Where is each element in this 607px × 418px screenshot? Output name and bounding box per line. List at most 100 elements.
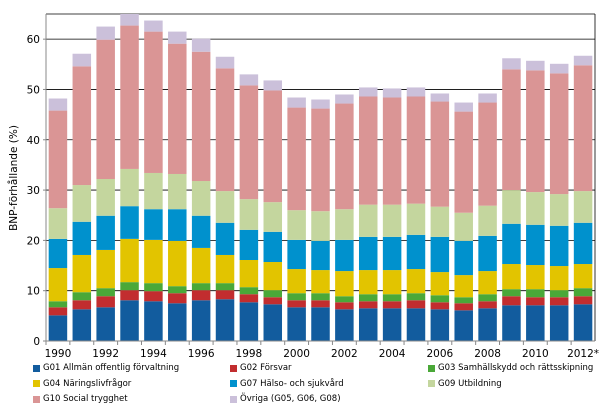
bar-segment: 2003 G04 Näringslivfrågor: 4.8 (358, 270, 378, 295)
bar-segment: 2010 G01 Allmän offentlig förvaltning: 7… (526, 305, 545, 341)
bar-segment: 2009 G02 Försvar: 1.8 (502, 296, 521, 306)
bar-segment: 2010 G10 Social trygghet: 24.2 (526, 70, 545, 193)
bar-segment: 2004 G09 Utbildning: 6.4 (382, 204, 402, 237)
bar-segment: 2011 Övriga (G05, G06, G08): 1.9 (549, 63, 569, 74)
bar-segment: 1990 Övriga (G05, G06, G08): 2.4 (48, 98, 68, 111)
bar-segment: 1995 G01 Allmän offentlig förvaltning: 7… (168, 303, 187, 341)
bar-segment: 1993 Övriga (G05, G06, G08): 2.3 (120, 14, 139, 26)
bar-segment: 2007 G07 Hälso- och sjukvård: 6.8 (454, 240, 473, 276)
legend-swatch (33, 380, 40, 387)
bar-segment: 1992 G07 Hälso- och sjukvård: 6.8 (96, 215, 115, 250)
bar-segment: 2005 G01 Allmän offentlig förvaltning: 6… (406, 308, 426, 341)
bar-segment: 2010 G09 Utbildning: 6.5 (526, 192, 545, 225)
bar-segment: 1999 G02 Försvar: 1.4 (263, 297, 283, 305)
bar-segment: 2011 G10 Social trygghet: 24 (549, 73, 569, 195)
bar-segment: 2001 Övriga (G05, G06, G08): 1.8 (311, 99, 330, 109)
legend-swatch (428, 380, 435, 387)
bar-segment: 2000 G10 Social trygghet: 20.4 (287, 107, 306, 211)
legend-label: Övriga (G05, G06, G08) (240, 394, 341, 404)
bar-segment: 1997 G04 Näringslivfrågor: 5.6 (215, 254, 235, 284)
bar-segment: 1998 G02 Försvar: 1.6 (239, 294, 259, 303)
bar-segment: 2008 G07 Hälso- och sjukvård: 7 (478, 235, 497, 272)
bar-segment: 2007 Övriga (G05, G06, G08): 1.8 (454, 102, 473, 112)
bar-segment: 2009 G10 Social trygghet: 24 (502, 69, 521, 191)
bar-segment: 1992 G01 Allmän offentlig förvaltning: 6… (96, 307, 115, 341)
bar-segment: 1990 G09 Utbildning: 6.1 (48, 208, 68, 239)
bar-segment: 1992 G09 Utbildning: 7.3 (96, 179, 115, 216)
bar-segment: 1996 G02 Försvar: 2 (191, 290, 211, 301)
bar-segment: 1996 G03 Samhällskydd och rättsskipning:… (191, 283, 211, 291)
bar-segment: 2002 G10 Social trygghet: 21 (335, 103, 354, 210)
bar-segment: 2009 Övriga (G05, G06, G08): 2.2 (502, 58, 521, 70)
legend-swatch (230, 395, 237, 403)
bar-segment: 1999 G03 Samhällskydd och rättsskipning:… (263, 290, 283, 298)
bar-segment: 2007 G02 Försvar: 1.4 (454, 303, 473, 311)
bar-segment: 1999 G04 Näringslivfrågor: 5.6 (263, 262, 283, 291)
bar-segment: 2006 G02 Försvar: 1.4 (430, 302, 450, 310)
bar-segment: 2010 G07 Hälso- och sjukvård: 8 (526, 224, 545, 266)
legend-item: G10 Social trygghet (33, 394, 128, 404)
bar-segment: 1994 G09 Utbildning: 7.2 (144, 172, 163, 210)
y-tick-label: 40 (27, 135, 40, 147)
bar-segment: 1998 G09 Utbildning: 6.1 (239, 199, 259, 230)
bar-segment: 1997 G10 Social trygghet: 24.4 (215, 68, 235, 192)
bar-segment: 1996 Övriga (G05, G06, G08): 2.6 (191, 38, 211, 52)
bar-segment: 1994 G01 Allmän offentlig förvaltning: 7… (144, 301, 163, 341)
x-tick-label: 1996 (188, 348, 215, 360)
bar-segment: 2000 G01 Allmän offentlig förvaltning: 6… (287, 307, 306, 341)
bar-segment: 2004 G03 Samhällskydd och rättsskipning:… (382, 294, 402, 302)
bar-segment: 1994 Övriga (G05, G06, G08): 2.2 (144, 20, 163, 32)
y-tick-label: 20 (27, 235, 40, 247)
bar-segment: 2007 G01 Allmän offentlig förvaltning: 6… (454, 310, 473, 341)
bar-segment: 1999 G07 Hälso- och sjukvård: 6 (263, 231, 283, 263)
bar-segment: 1997 G03 Samhällskydd och rättsskipning:… (215, 283, 235, 291)
bar-segment: 2007 G04 Näringslivfrågor: 4.4 (454, 275, 473, 298)
bar-segment: 2001 G04 Näringslivfrågor: 4.6 (311, 270, 330, 294)
bar-segment: 1992 Övriga (G05, G06, G08): 2.6 (96, 26, 115, 40)
bar-segment: 2012* G09 Utbildning: 6.3 (573, 191, 593, 223)
bar-segment: 2002 Övriga (G05, G06, G08): 1.8 (335, 94, 354, 104)
bar-segment: 2001 G10 Social trygghet: 20.4 (311, 108, 330, 212)
x-tick-label: 2000 (283, 348, 310, 360)
legend-item: Övriga (G05, G06, G08) (230, 394, 341, 404)
bar-segment: 1994 G03 Samhällskydd och rättsskipning:… (144, 283, 163, 292)
bar-segment: 2002 G02 Försvar: 1.4 (335, 302, 354, 310)
bar-segment: 2004 G07 Hälso- och sjukvård: 6.6 (382, 236, 402, 271)
bar-segment: 1996 G04 Näringslivfrågor: 7 (191, 247, 211, 284)
bar-segment: 2012* G01 Allmän offentlig förvaltning: … (573, 304, 593, 341)
y-tick-label: 60 (27, 34, 40, 46)
bar-segment: 1998 G04 Näringslivfrågor: 5.4 (239, 260, 259, 288)
bar-segment: 2008 G10 Social trygghet: 20.5 (478, 102, 497, 206)
bar-segment: 1993 G01 Allmän offentlig förvaltning: 8… (120, 300, 139, 341)
bar-segment: 2002 G01 Allmän offentlig förvaltning: 6… (335, 309, 354, 341)
bar-segment: 1990 G03 Samhällskydd och rättsskipning:… (48, 301, 68, 308)
bar-segment: 2012* G10 Social trygghet: 25 (573, 65, 593, 192)
bar-segment: 1996 G09 Utbildning: 6.9 (191, 181, 211, 216)
bar-segment: 1992 G04 Näringslivfrågor: 7.6 (96, 249, 115, 289)
bar-segment: 2000 Övriga (G05, G06, G08): 2 (287, 97, 306, 108)
bar-segment: 2001 G01 Allmän offentlig förvaltning: 6… (311, 307, 330, 341)
legend-item: G07 Hälso- och sjukvård (230, 379, 344, 389)
bar-segment: 2002 G07 Hälso- och sjukvård: 6.2 (335, 239, 354, 272)
bar-segment: 2012* G02 Försvar: 1.6 (573, 296, 593, 305)
x-tick-label: 2002 (331, 348, 358, 360)
bar-segment: 1990 G02 Försvar: 1.6 (48, 307, 68, 316)
legend-label: G07 Hälso- och sjukvård (240, 378, 344, 389)
bar-segment: 2010 G04 Näringslivfrågor: 4.8 (526, 265, 545, 290)
bar-segment: 1991 G04 Näringslivfrågor: 7.4 (72, 254, 92, 293)
bar-segment: 2002 G04 Näringslivfrågor: 5 (335, 271, 354, 297)
bar-segment: 1993 G04 Näringslivfrågor: 8.6 (120, 238, 139, 283)
bar-segment: 2010 G03 Samhällskydd och rättsskipning:… (526, 289, 545, 298)
bar-segment: 1993 G07 Hälso- och sjukvård: 6.5 (120, 206, 139, 239)
bar-segment: 1997 Övriga (G05, G06, G08): 2.3 (215, 56, 235, 69)
bar-segment: 1993 G09 Utbildning: 7.4 (120, 168, 139, 207)
bar-segment: 2001 G07 Hälso- och sjukvård: 5.8 (311, 240, 330, 271)
bar-segment: 1996 G07 Hälso- och sjukvård: 6.4 (191, 215, 211, 248)
legend-label: G04 Näringslivfrågor (43, 378, 132, 389)
bar-segment: 2001 G02 Försvar: 1.4 (311, 300, 330, 308)
bar-segment: 1997 G09 Utbildning: 6.3 (215, 191, 235, 223)
bar-segment: 2006 G09 Utbildning: 6 (430, 206, 450, 237)
bar-segment: 1999 G09 Utbildning: 5.9 (263, 202, 283, 232)
bar-segment: 2006 G01 Allmän offentlig förvaltning: 6… (430, 309, 450, 341)
x-tick-label: 1998 (236, 348, 263, 360)
